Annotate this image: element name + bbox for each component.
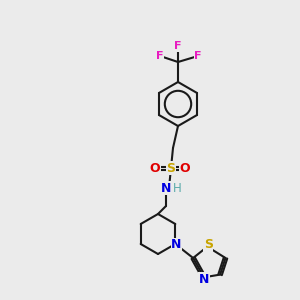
Text: S: S — [167, 161, 176, 175]
Text: N: N — [171, 238, 181, 251]
Text: F: F — [156, 51, 164, 61]
Text: S: S — [204, 238, 213, 251]
Text: O: O — [180, 161, 190, 175]
Text: O: O — [150, 161, 160, 175]
Text: N: N — [161, 182, 171, 194]
Text: F: F — [174, 41, 182, 51]
Text: N: N — [199, 273, 209, 286]
Text: F: F — [194, 51, 202, 61]
Text: H: H — [172, 182, 182, 196]
